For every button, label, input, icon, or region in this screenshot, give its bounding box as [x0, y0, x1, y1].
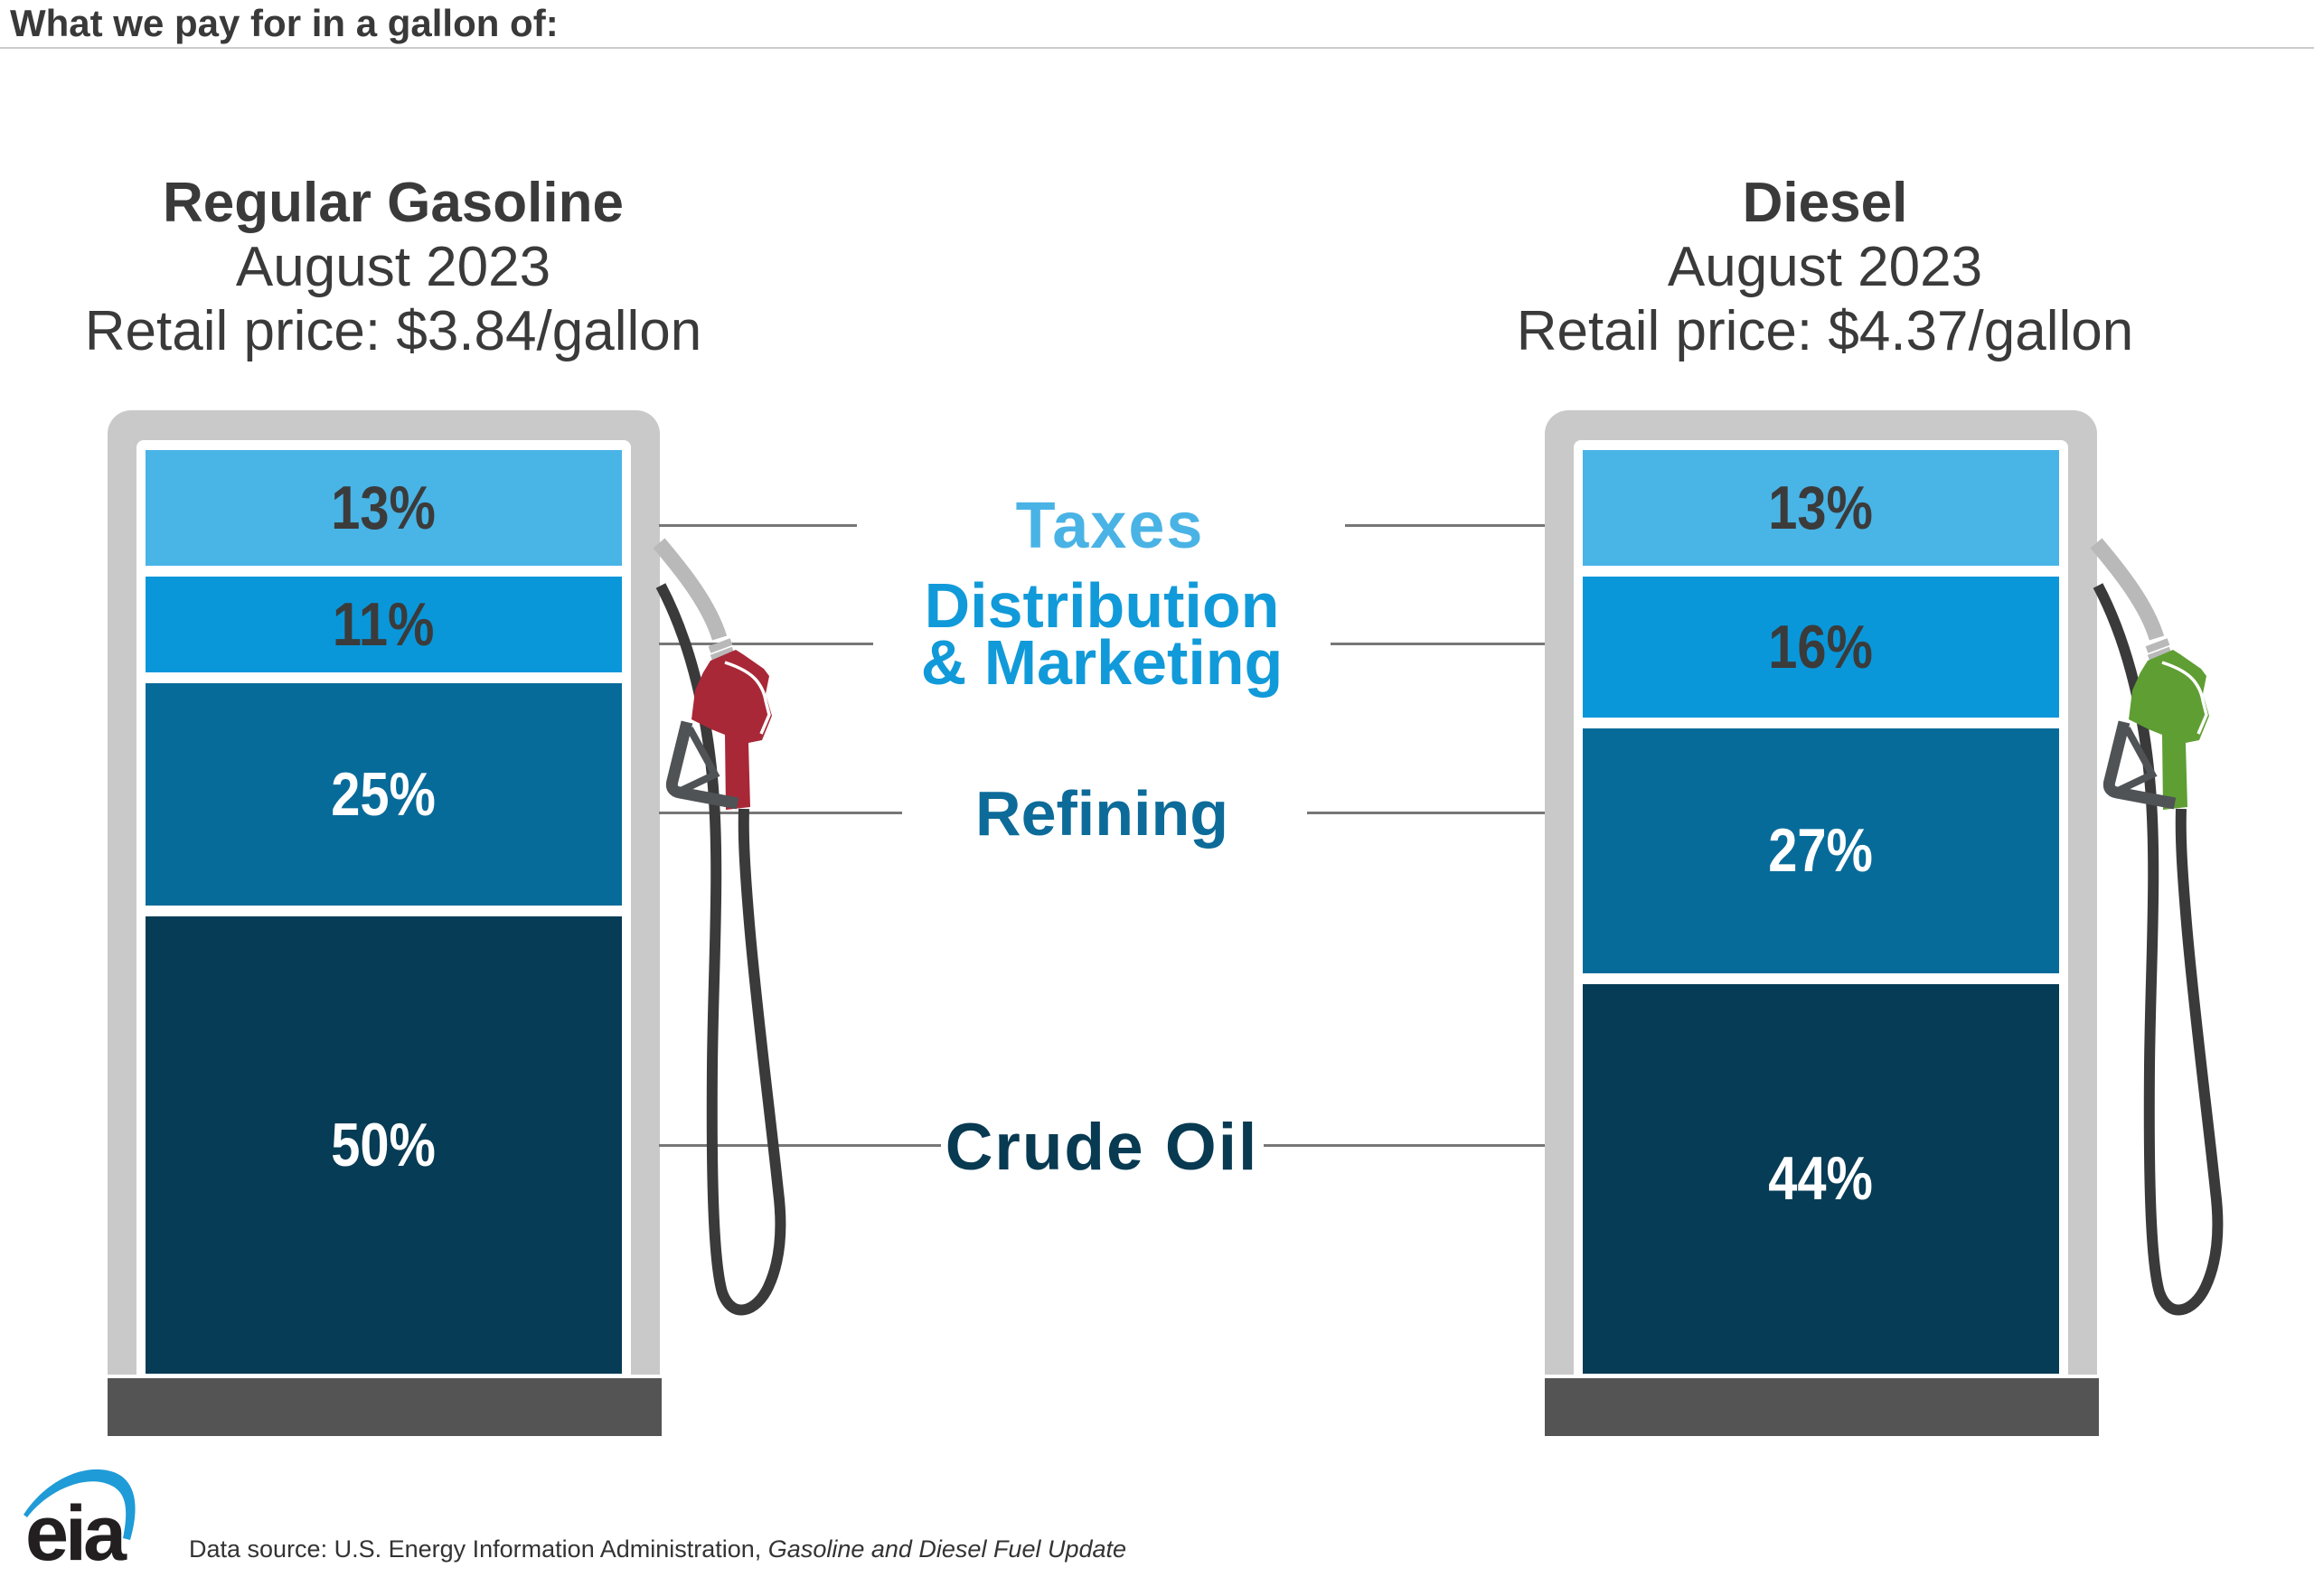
svg-text:eia: eia — [25, 1490, 127, 1577]
